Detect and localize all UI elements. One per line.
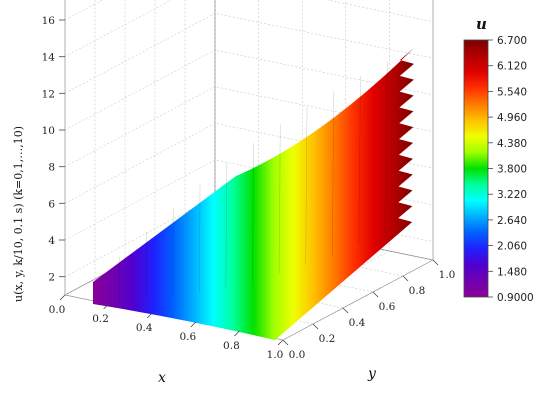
x-tick-label: 0.8 <box>223 340 240 352</box>
surface-mesh-line <box>225 163 228 288</box>
z-tick-label: 8 <box>48 162 55 174</box>
y-tick-mark <box>282 339 289 346</box>
colorbar-tick-label: 6.700 <box>497 35 527 47</box>
x-tick-label: 1.0 <box>267 349 284 361</box>
colorbar-tick-label: 6.120 <box>497 61 527 73</box>
colorbar-tick-label: 4.380 <box>497 138 527 150</box>
z-tick-label: 2 <box>48 272 55 284</box>
surface-mesh-line <box>358 75 361 245</box>
z-grid-line <box>64 0 104 21</box>
surface-mesh-line <box>278 124 281 274</box>
colorbar: u 6.700 6.120 5.540 4.960 4.380 3.800 3.220 2.6… <box>463 15 534 304</box>
y-axis-title: y <box>367 366 377 382</box>
x-tick-label: 0.2 <box>92 313 109 325</box>
z-grid-line <box>64 0 434 57</box>
x-tick-mark <box>103 303 109 310</box>
z-grid-line <box>64 13 434 94</box>
colorbar-tick-label: 3.220 <box>497 189 527 201</box>
z-tick-label: 12 <box>42 88 55 100</box>
x-axis-title: x <box>158 370 166 386</box>
y-tick-label: 0.4 <box>349 317 366 329</box>
colorbar-tick-label: 2.060 <box>497 241 527 253</box>
y-tick-mark <box>402 275 409 282</box>
z-tick-label: 10 <box>42 125 55 137</box>
z-tick-label: 16 <box>42 15 56 27</box>
z-tick-label: 4 <box>48 235 55 247</box>
y-tick-label: 1.0 <box>439 269 456 281</box>
colorbar-tick-label: 1.480 <box>497 266 527 278</box>
colorbar-title: u <box>476 15 487 33</box>
x-tick-mark <box>146 312 153 319</box>
colorbar-tick-label: 0.9000 <box>497 292 534 304</box>
y-tick-label: 0.8 <box>409 285 426 297</box>
y-tick-mark <box>432 259 439 266</box>
z-tick-label: 6 <box>48 198 55 210</box>
colorbar-tick-label: 2.640 <box>497 215 527 227</box>
y-tick-label: 0.6 <box>379 301 396 313</box>
x-tick-mark <box>190 321 197 328</box>
surface-mesh-line <box>305 106 308 265</box>
x-tick-mark <box>277 339 284 346</box>
z-tick-labels: 24681012141618 <box>42 15 65 284</box>
surface-mesh-line <box>252 142 254 282</box>
surface-mesh-line <box>199 184 201 293</box>
surface-plot <box>93 48 414 340</box>
x-tick-label: 0.0 <box>49 304 66 316</box>
z-grid-line <box>64 86 434 167</box>
x-tick-mark <box>59 294 66 301</box>
y-tick-label: 0.0 <box>289 349 306 361</box>
colorbar-tick-label: 4.960 <box>497 112 527 124</box>
surface-mesh-line <box>385 61 388 234</box>
y-tick-labels: 0.0 0.2 0.4 0.6 0.8 1.0 <box>282 259 456 361</box>
colorbar-tick-label: 5.540 <box>497 86 527 98</box>
x-tick-mark <box>234 330 240 337</box>
z-axis-title: u(x, y, k/10, 0.1 s) (k=0,1,…,10) <box>12 126 25 302</box>
colorbar-tick-label: 3.800 <box>497 164 527 176</box>
surface-fill <box>93 48 414 340</box>
x-tick-label: 0.6 <box>179 331 196 343</box>
y-tick-label: 0.2 <box>319 333 336 345</box>
z-tick-label: 14 <box>42 52 56 64</box>
x-tick-labels: 0.0 0.2 0.4 0.6 0.8 1.0 <box>49 294 284 361</box>
colorbar-ticks: 6.700 6.120 5.540 4.960 4.380 3.800 3.220 2.640… <box>488 35 534 304</box>
z-grid-line <box>64 49 434 131</box>
surface-mesh-line <box>172 207 174 297</box>
y-tick-mark <box>312 323 319 330</box>
y-tick-mark <box>342 307 349 314</box>
x-tick-label: 0.4 <box>136 322 153 334</box>
y-tick-mark <box>372 291 379 298</box>
surface-mesh-line <box>332 90 335 256</box>
colorbar-scale <box>463 39 489 298</box>
